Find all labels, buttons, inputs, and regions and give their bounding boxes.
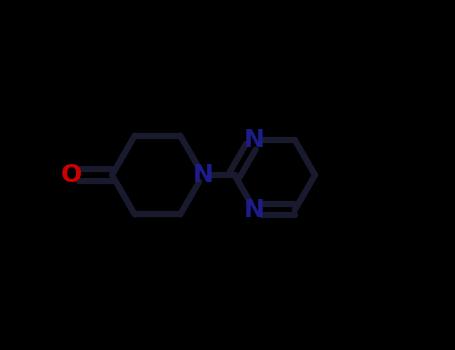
- Text: N: N: [244, 198, 265, 222]
- Text: N: N: [244, 128, 265, 152]
- Text: N: N: [192, 163, 213, 187]
- Text: O: O: [61, 163, 82, 187]
